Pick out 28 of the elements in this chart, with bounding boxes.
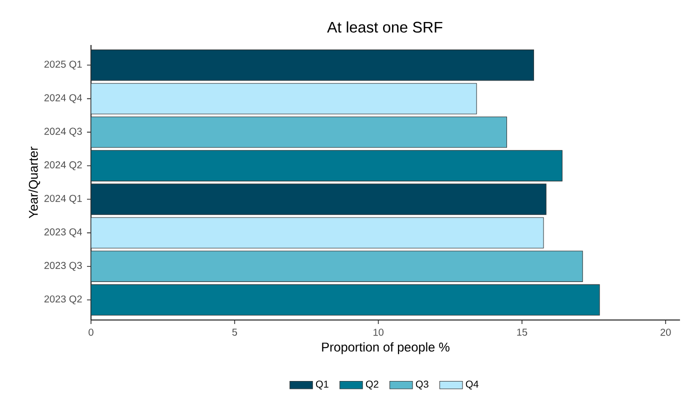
legend-label: Q3: [416, 380, 428, 390]
bar: [91, 284, 600, 316]
bar: [91, 217, 544, 248]
y-tick-label: 2024 Q4: [44, 94, 82, 104]
bar: [91, 83, 477, 114]
legend-label: Q4: [466, 380, 478, 390]
x-tick-label: 15: [517, 328, 528, 336]
y-tick-label: 2024 Q1: [44, 194, 82, 204]
y-tick-label: 2024 Q3: [44, 128, 82, 137]
y-tick-label: 2023 Q4: [44, 228, 82, 238]
legend-label: Q1: [316, 380, 328, 390]
bar: [91, 50, 534, 81]
y-tick-label: 2025 Q1: [44, 60, 82, 70]
bar: [91, 184, 546, 215]
x-tick-label: 10: [374, 328, 384, 336]
bar: [91, 116, 508, 148]
bar: [91, 150, 562, 182]
x-axis-title: Proportion of people %: [322, 342, 450, 354]
x-tick-label: 5: [232, 328, 238, 336]
x-tick-label: 20: [660, 328, 671, 336]
bar: [91, 250, 583, 282]
y-axis-title: Year/Quarter: [28, 146, 40, 218]
y-tick-label: 2023 Q3: [44, 262, 82, 271]
y-tick-label: 2023 Q2: [44, 295, 82, 304]
chart-title: At least one SRF: [327, 21, 442, 33]
x-tick-label: 0: [88, 328, 94, 336]
y-tick-label: 2024 Q2: [44, 161, 82, 170]
legend-label: Q2: [366, 380, 378, 390]
